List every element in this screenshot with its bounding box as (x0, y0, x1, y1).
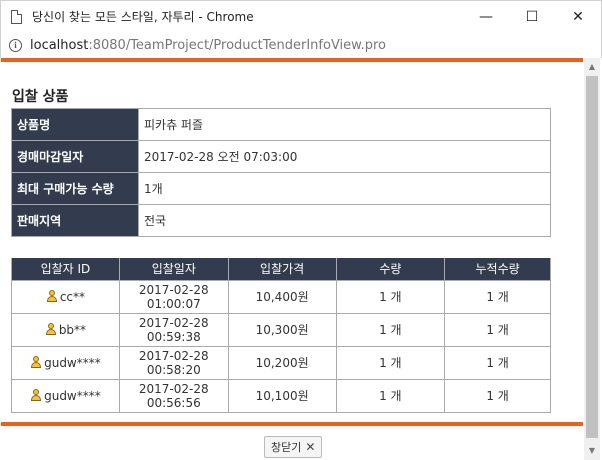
bid-column-header: 입찰일자 (118, 258, 229, 281)
bid-table-header: 입찰자 ID 입찰일자 입찰가격 수량 누적수량 (11, 258, 551, 281)
bidder-id: gudw**** (44, 355, 101, 370)
bid-cum-qty-cell: 1 개 (444, 378, 551, 413)
scroll-down-arrow-icon[interactable]: ▼ (588, 445, 596, 455)
bid-price-cell: 10,400원 (227, 279, 337, 314)
address-bar[interactable]: i localhost:8080/TeamProject/ProductTend… (0, 32, 602, 58)
bid-date: 2017-02-28 (138, 381, 209, 396)
user-icon (30, 388, 42, 401)
user-icon (46, 289, 58, 302)
window-title: 당신이 찾는 모든 스타일, 자투리 - Chrome (32, 10, 254, 24)
bid-qty-cell: 1 개 (335, 345, 446, 380)
user-icon (30, 355, 42, 368)
bidder-cell: gudw**** (11, 345, 120, 380)
product-info-row: 판매지역 전국 (11, 204, 551, 237)
minimize-button[interactable]: — (479, 9, 493, 25)
bid-cum-qty-cell: 1 개 (444, 279, 551, 314)
window-controls: — ☐ ✕ (463, 1, 601, 33)
info-value: 피카츄 퍼즐 (138, 108, 551, 141)
document-icon (11, 9, 22, 24)
info-value: 전국 (138, 204, 551, 237)
top-accent-bar (1, 58, 583, 62)
close-popup-button[interactable]: 창닫기 ✕ (264, 436, 323, 458)
bottom-accent-bar (1, 422, 583, 426)
window-titlebar: 당신이 찾는 모든 스타일, 자투리 - Chrome — ☐ ✕ (0, 0, 602, 32)
info-value: 2017-02-28 오전 07:03:00 (138, 140, 551, 173)
bid-date-cell: 2017-02-28 00:58:20 (118, 345, 229, 380)
bidder-cell: gudw**** (11, 378, 120, 413)
bid-date-cell: 2017-02-28 00:59:38 (118, 312, 229, 347)
bidder-id: bb** (58, 322, 87, 337)
bid-qty-cell: 1 개 (335, 312, 446, 347)
bid-column-header: 수량 (335, 258, 446, 281)
url-host: localhost (30, 37, 89, 53)
bid-price-cell: 10,200원 (227, 345, 337, 380)
product-info-table: 상품명 피카츄 퍼즐 경매마감일자 2017-02-28 오전 07:03:00 최대 … (11, 108, 551, 237)
bidder-cell: bb** (11, 312, 120, 347)
url-text[interactable]: localhost:8080/TeamProject/ProductTender… (30, 38, 386, 53)
bidder-id: cc** (59, 289, 86, 304)
section-title: 입찰 상품 (12, 89, 69, 105)
bid-date-cell: 2017-02-28 01:00:07 (118, 279, 229, 314)
bidder-cell: cc** (11, 279, 120, 314)
info-label: 상품명 (11, 108, 139, 141)
bid-time: 00:58:20 (146, 362, 201, 377)
bid-price-cell: 10,300원 (227, 312, 337, 347)
bid-date: 2017-02-28 (138, 348, 209, 363)
bid-price-cell: 10,100원 (227, 378, 337, 413)
close-popup-label: 창닫기 (271, 441, 302, 454)
user-icon (45, 322, 57, 335)
info-value: 1개 (138, 172, 551, 205)
url-path: :8080/TeamProject/ProductTenderInfoView.… (88, 37, 387, 53)
bid-time: 01:00:07 (146, 296, 201, 311)
bid-time: 00:56:56 (146, 395, 201, 410)
bid-column-header: 입찰가격 (227, 258, 337, 281)
bid-column-header: 누적수량 (444, 258, 551, 281)
bid-time: 00:59:38 (146, 329, 201, 344)
bid-qty-cell: 1 개 (335, 378, 446, 413)
bid-column-header: 입찰자 ID (11, 258, 120, 281)
product-info-row: 경매마감일자 2017-02-28 오전 07:03:00 (11, 140, 551, 173)
bid-qty-cell: 1 개 (335, 279, 446, 314)
site-info-icon[interactable]: i (9, 38, 22, 52)
close-x-icon: ✕ (305, 440, 316, 454)
bid-date: 2017-02-28 (138, 315, 209, 330)
bid-date: 2017-02-28 (138, 282, 209, 297)
maximize-button[interactable]: ☐ (525, 9, 539, 25)
bid-history-table: 입찰자 ID 입찰일자 입찰가격 수량 누적수량 cc** 2017-02-28 01:00… (11, 258, 551, 413)
bid-cum-qty-cell: 1 개 (444, 345, 551, 380)
info-label: 경매마감일자 (11, 140, 139, 173)
info-label: 최대 구매가능 수량 (11, 172, 139, 205)
bid-cum-qty-cell: 1 개 (444, 312, 551, 347)
scroll-thumb[interactable] (586, 76, 598, 438)
bidder-id: gudw**** (44, 388, 101, 403)
scroll-up-arrow-icon[interactable]: ▲ (588, 61, 596, 71)
info-label: 판매지역 (11, 204, 139, 237)
bid-date-cell: 2017-02-28 00:56:56 (118, 378, 229, 413)
close-window-button[interactable]: ✕ (572, 9, 584, 25)
product-info-row: 최대 구매가능 수량 1개 (11, 172, 551, 205)
product-info-row: 상품명 피카츄 퍼즐 (11, 108, 551, 141)
